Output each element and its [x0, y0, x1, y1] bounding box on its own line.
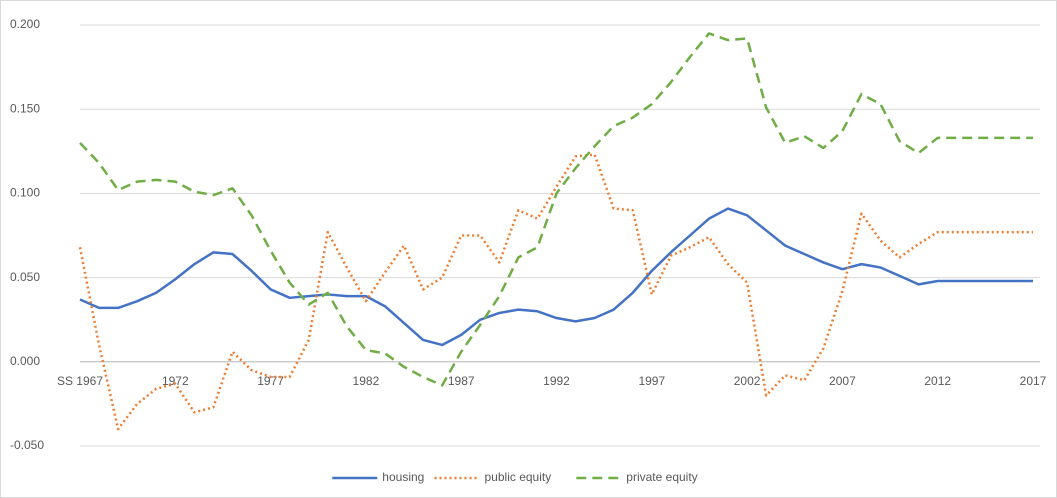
x-tick-label: 2017 [1020, 374, 1047, 388]
x-tick-label: 2007 [829, 374, 856, 388]
x-tick-label: 1977 [257, 374, 284, 388]
series-line [79, 32, 1033, 387]
x-tick-label: SS 1967 [57, 374, 103, 388]
y-tick-label: 0.150 [10, 101, 40, 115]
y-tick-label: 0.100 [10, 186, 40, 200]
y-tick-label: -0.050 [10, 438, 44, 452]
x-tick-label: 2012 [924, 374, 951, 388]
x-tick-label: 1997 [638, 374, 665, 388]
x-tick-label: 1982 [353, 374, 380, 388]
x-tick-label: 2002 [734, 374, 761, 388]
legend-label: public equity [485, 470, 552, 484]
series-line [79, 207, 1033, 347]
y-tick-label: 0.050 [10, 270, 40, 284]
y-tick-label: 0.000 [10, 354, 40, 368]
x-tick-label: 1992 [543, 374, 570, 388]
legend-label: housing [382, 470, 424, 484]
y-tick-label: 0.200 [10, 17, 40, 31]
x-tick-label: 1972 [162, 374, 189, 388]
legend-label: private equity [626, 470, 697, 484]
x-tick-label: 1987 [448, 374, 475, 388]
